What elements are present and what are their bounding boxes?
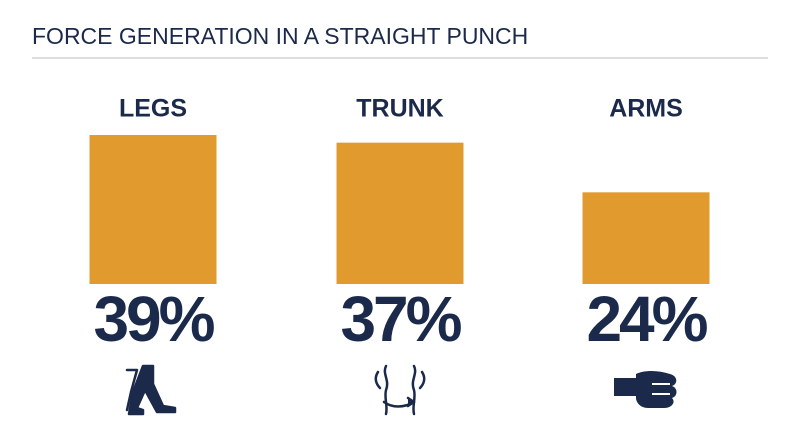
fist-icon <box>614 371 677 408</box>
value-label: 24% <box>586 283 707 355</box>
legs-icon <box>125 364 177 416</box>
value-label: 37% <box>340 283 461 355</box>
category-label: LEGS <box>119 95 187 123</box>
bar <box>582 192 710 284</box>
bar <box>89 135 217 284</box>
trunk-icon <box>374 364 426 416</box>
bar <box>336 142 464 284</box>
category-label: TRUNK <box>356 95 444 123</box>
chart-title: FORCE GENERATION IN A STRAIGHT PUNCH <box>32 23 528 49</box>
value-label: 39% <box>93 283 214 355</box>
category-label: ARMS <box>609 95 683 123</box>
